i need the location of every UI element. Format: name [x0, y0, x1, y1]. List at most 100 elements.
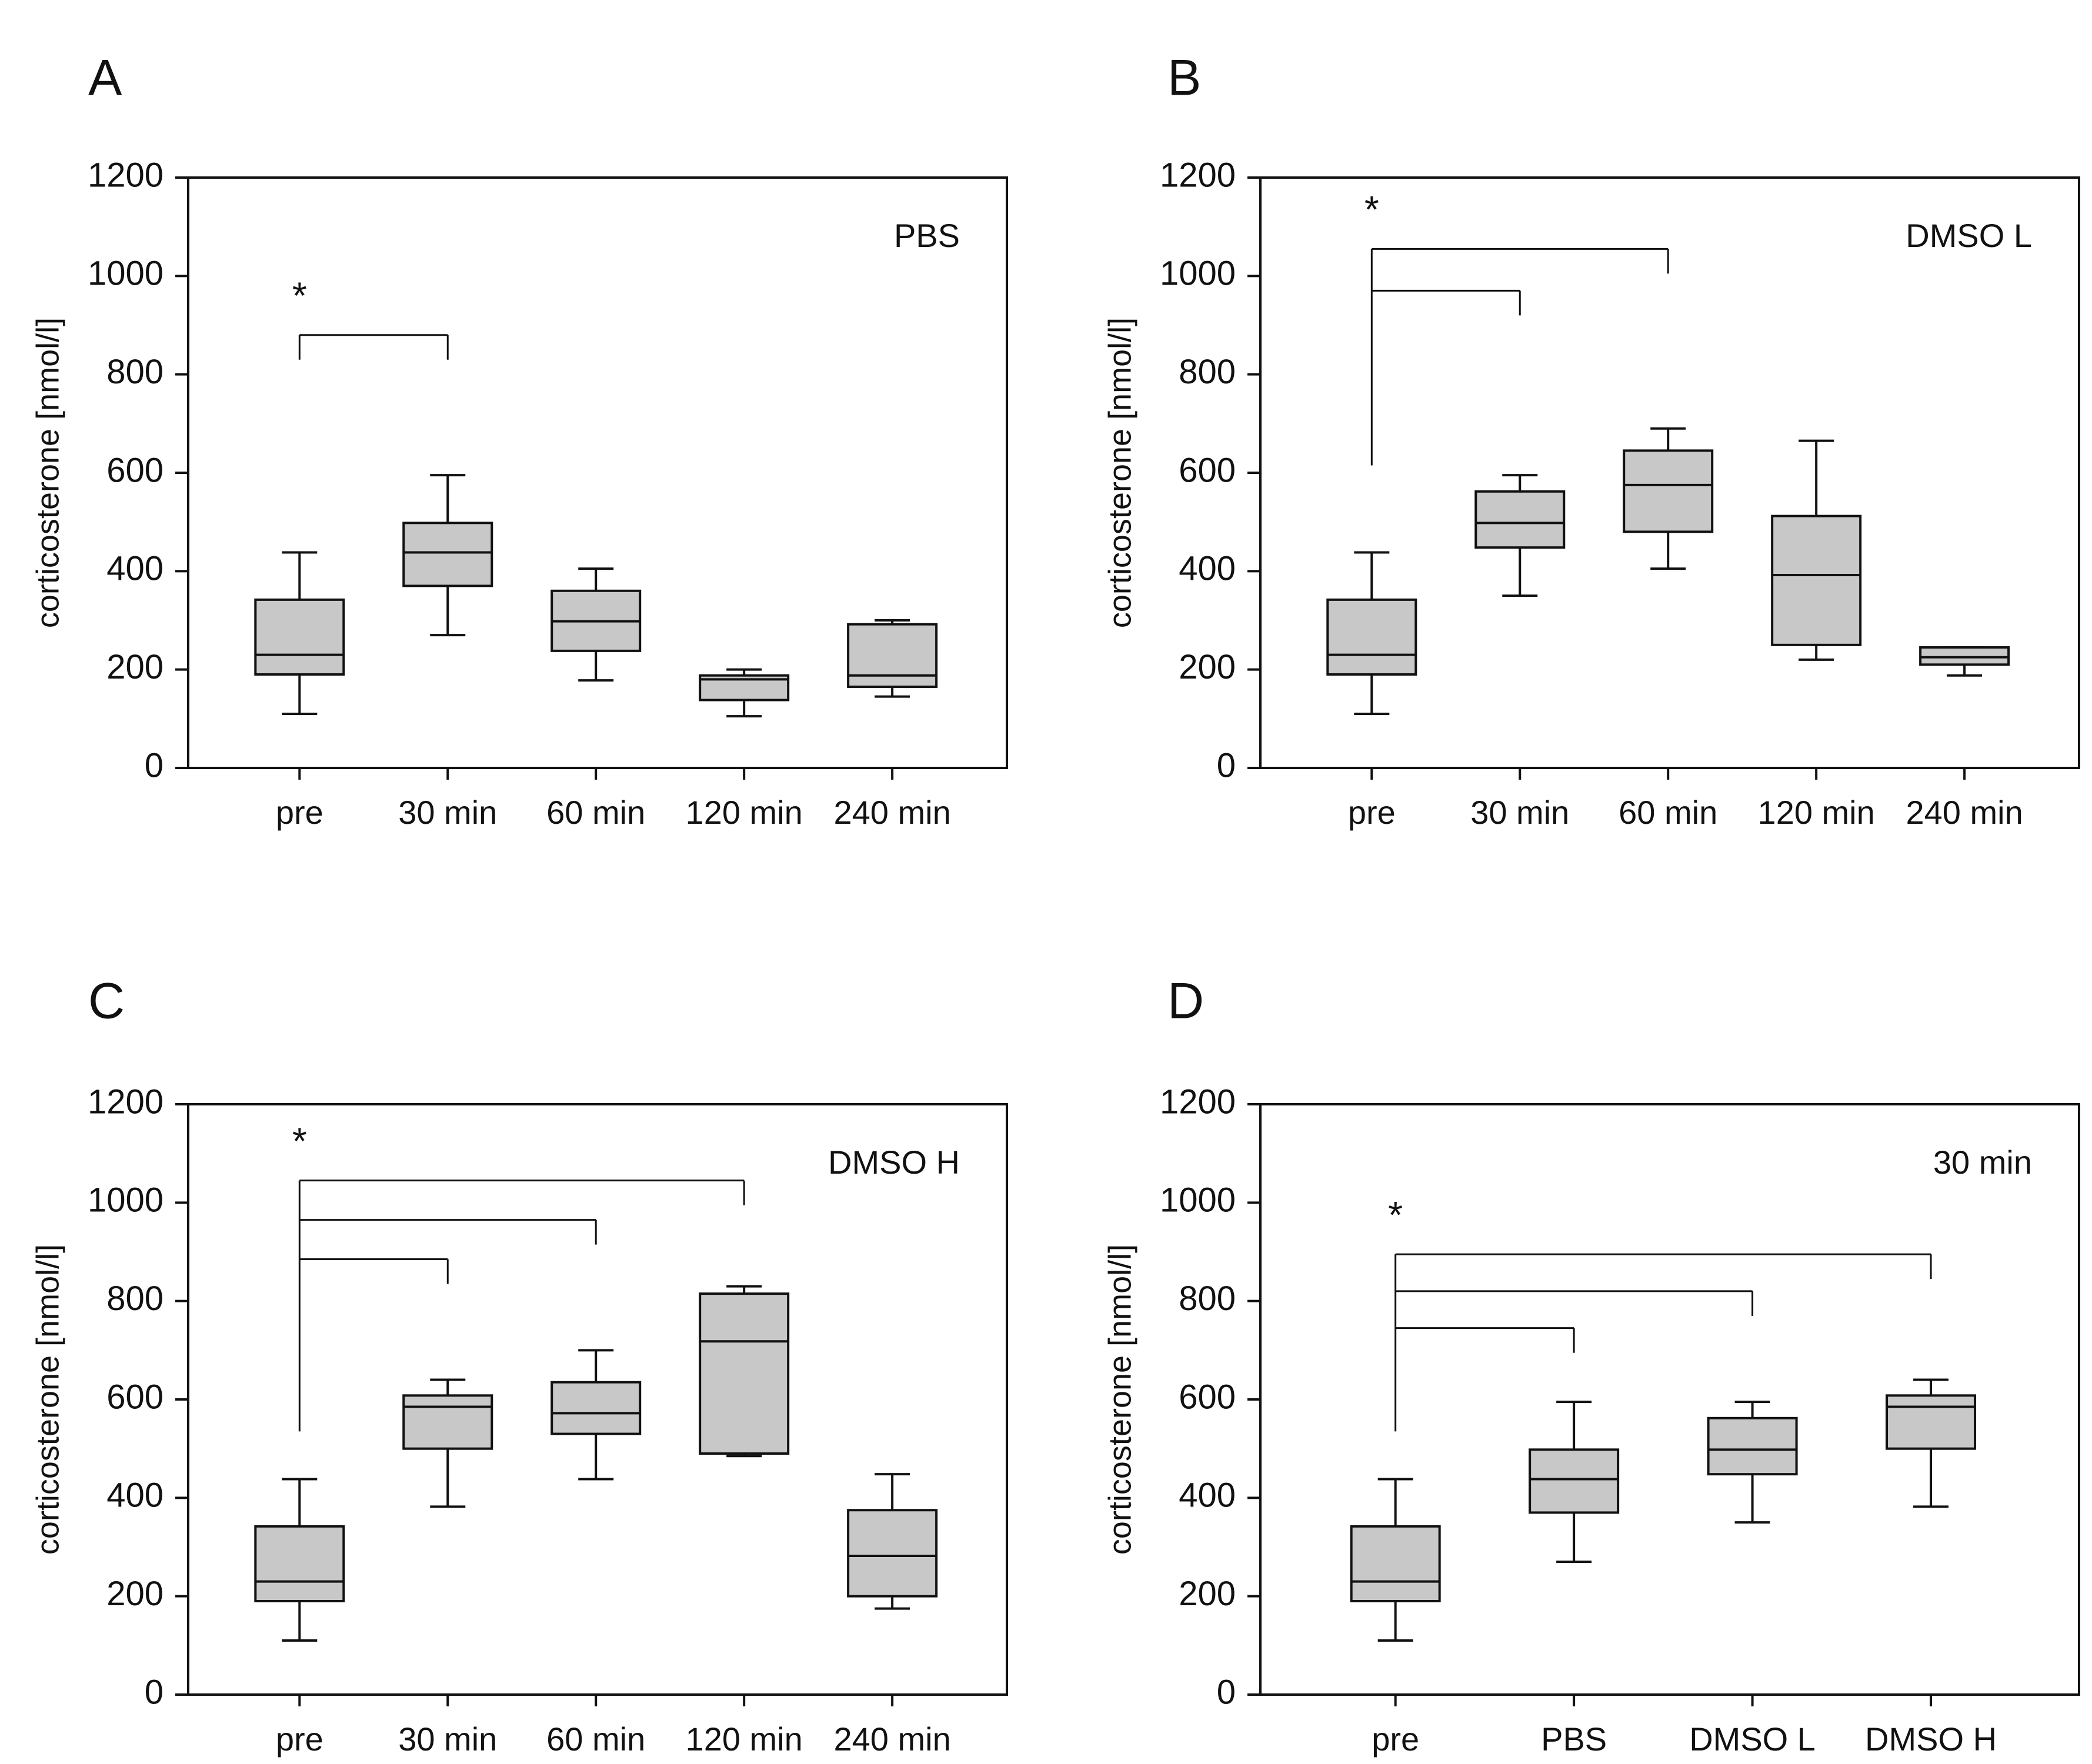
y-tick-label: 800: [106, 1279, 164, 1318]
significance-star: *: [1364, 188, 1379, 230]
panel-b: B 0 200 400 600 800 1000 1200 corticosterone [nm…: [1102, 50, 2080, 831]
box-120-min: [699, 1285, 790, 1458]
box-30-min: [1474, 474, 1566, 597]
y-tick-label: 200: [1179, 1575, 1236, 1613]
box-body: [1529, 1448, 1620, 1514]
y-tick-label: 800: [1179, 353, 1236, 391]
y-tick-label: 200: [1179, 648, 1236, 686]
x-tick-label: 240 min: [834, 794, 951, 831]
y-tick-label: 1200: [88, 1083, 164, 1121]
box-body: [1350, 1525, 1441, 1603]
box-body: [847, 623, 938, 688]
box-pre: [1326, 551, 1417, 715]
box-body: [1919, 646, 2010, 666]
y-tick-label: 1000: [88, 1181, 164, 1220]
x-tick-label: 30 min: [398, 794, 497, 831]
box-body: [847, 1509, 938, 1598]
significance-star: *: [292, 1120, 307, 1162]
box-pre: [1350, 1478, 1441, 1642]
significance-star: *: [1388, 1194, 1403, 1236]
box-body: [1886, 1394, 1977, 1450]
significance-brackets: *: [1388, 1194, 1932, 1432]
x-tick-label: 120 min: [686, 1720, 803, 1758]
significance-brackets: *: [1364, 188, 1669, 466]
y-tick-label: 600: [1179, 451, 1236, 489]
box-120-min: [1771, 439, 1862, 661]
y-tick-label: 800: [106, 353, 164, 391]
box-120-min: [699, 668, 790, 718]
y-axis-label: corticosterone [nmol/l]: [30, 318, 65, 628]
y-tick-label: 400: [1179, 550, 1236, 588]
y-tick-label: 400: [1179, 1476, 1236, 1515]
x-tick-label: 30 min: [398, 1720, 497, 1758]
box-body: [402, 522, 493, 587]
x-tick-label: 240 min: [834, 1720, 951, 1758]
significance-brackets: *: [292, 1120, 745, 1432]
x-tick-label: 120 min: [1758, 794, 1875, 831]
y-tick-label: 600: [1179, 1378, 1236, 1416]
panel-d: D 0 200 400 600 800 1000 1200 corticosterone [nm…: [1102, 973, 2080, 1758]
condition-label: 30 min: [1933, 1144, 2032, 1181]
y-tick-label: 0: [1217, 746, 1236, 784]
y-tick-label: 1000: [1160, 1181, 1236, 1220]
y-tick-label: 1200: [1160, 156, 1236, 194]
box-240-min: [847, 619, 938, 698]
x-tick-label: pre: [276, 1720, 323, 1758]
significance-star: *: [292, 275, 307, 317]
box-body: [402, 1394, 493, 1450]
box-240-min: [847, 1473, 938, 1610]
x-tick-label: pre: [276, 794, 323, 831]
box-30-min: [402, 1378, 493, 1508]
panel-a: A 0 200 400 600 800 1000 1200 corticosterone [nm…: [30, 50, 1008, 831]
box-pre: [254, 1478, 345, 1642]
y-tick-label: 1000: [1160, 255, 1236, 293]
y-tick-label: 0: [145, 1673, 164, 1711]
box-240-min: [1919, 646, 2010, 677]
box-body: [1771, 514, 1862, 646]
box-body: [1707, 1416, 1798, 1476]
box-dmso-h: [1886, 1378, 1977, 1508]
x-tick-label: 60 min: [1619, 794, 1717, 831]
x-tick-label: 120 min: [686, 794, 803, 831]
panel-letter: D: [1167, 973, 1204, 1030]
x-tick-label: pre: [1372, 1720, 1419, 1758]
box-body: [550, 1381, 642, 1435]
y-axis-label: corticosterone [nmol/l]: [30, 1244, 65, 1555]
panel-letter: C: [88, 973, 125, 1030]
x-tick-label: DMSO L: [1689, 1720, 1816, 1758]
y-tick-label: 1000: [88, 255, 164, 293]
y-tick-label: 200: [106, 648, 164, 686]
panel-letter: B: [1167, 50, 1201, 106]
x-tick-label: 30 min: [1470, 794, 1569, 831]
y-tick-label: 600: [106, 1378, 164, 1416]
y-tick-label: 400: [106, 550, 164, 588]
box-pre: [254, 551, 345, 715]
box-body: [1474, 490, 1566, 549]
x-tick-label: 240 min: [1906, 794, 2023, 831]
box-body: [1326, 598, 1417, 676]
x-tick-label: 60 min: [546, 794, 645, 831]
box-60-min: [1623, 427, 1714, 570]
panel-c: C 0 200 400 600 800 1000 1200 corticosterone [nm…: [30, 973, 1008, 1758]
panel-letter: A: [88, 50, 122, 106]
box-60-min: [550, 1349, 642, 1481]
box-body: [254, 598, 345, 676]
box-body: [699, 1292, 790, 1455]
y-axis-label: corticosterone [nmol/l]: [1102, 1244, 1137, 1555]
box-body: [1623, 449, 1714, 533]
y-tick-label: 400: [106, 1476, 164, 1515]
condition-label: DMSO L: [1906, 217, 2032, 254]
y-tick-label: 0: [145, 746, 164, 784]
condition-label: PBS: [894, 217, 960, 254]
y-tick-label: 200: [106, 1575, 164, 1613]
box-body: [254, 1525, 345, 1603]
x-tick-label: 60 min: [546, 1720, 645, 1758]
box-60-min: [550, 567, 642, 682]
condition-label: DMSO H: [828, 1144, 960, 1181]
significance-brackets: *: [292, 275, 449, 360]
x-tick-label: DMSO H: [1865, 1720, 1997, 1758]
y-tick-label: 1200: [88, 156, 164, 194]
y-tick-label: 1200: [1160, 1083, 1236, 1121]
y-axis-label: corticosterone [nmol/l]: [1102, 318, 1137, 628]
